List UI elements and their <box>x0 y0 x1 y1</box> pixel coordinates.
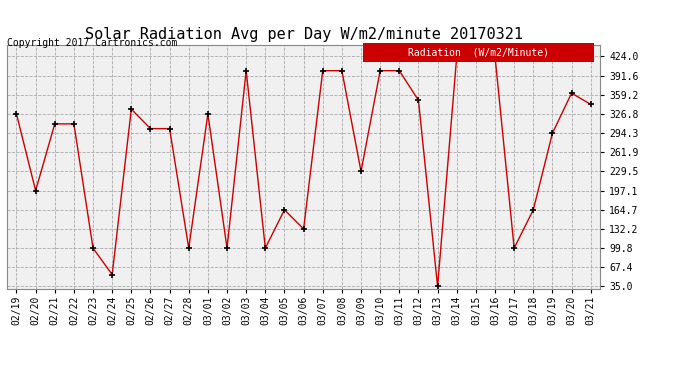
Title: Solar Radiation Avg per Day W/m2/minute 20170321: Solar Radiation Avg per Day W/m2/minute … <box>85 27 522 42</box>
Text: Copyright 2017 Cartronics.com: Copyright 2017 Cartronics.com <box>7 38 177 48</box>
